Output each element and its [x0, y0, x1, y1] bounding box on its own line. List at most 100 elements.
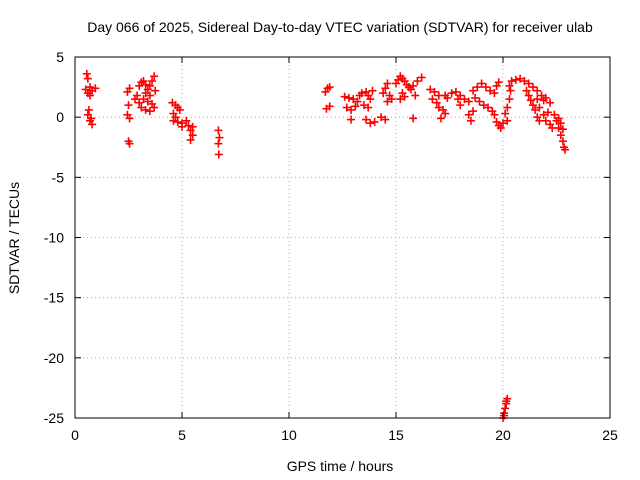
- data-point: [443, 93, 452, 102]
- data-point: [434, 103, 443, 112]
- data-point: [184, 121, 193, 130]
- data-point: [139, 95, 148, 104]
- tick-labels: 0 5 10 15 20 25 5 0 -5 -10 -15 -20 -25: [44, 49, 618, 443]
- data-point: [503, 116, 512, 125]
- data-point: [364, 103, 373, 112]
- data-point: [178, 122, 186, 131]
- data-point: [383, 79, 392, 88]
- data-point: [133, 91, 142, 100]
- data-point: [368, 86, 377, 95]
- data-point: [85, 91, 94, 100]
- data-point: [441, 109, 450, 118]
- data-point: [528, 101, 537, 110]
- data-point: [499, 119, 507, 128]
- chart-title: Day 066 of 2025, Sidereal Day-to-day VTE…: [87, 19, 593, 35]
- data-point: [526, 96, 535, 105]
- y-tick-label: -15: [44, 290, 64, 306]
- data-point: [87, 114, 96, 123]
- data-point: [214, 126, 223, 135]
- data-point: [182, 116, 191, 125]
- data-point: [533, 95, 542, 104]
- data-point: [151, 86, 160, 95]
- data-point: [145, 107, 154, 116]
- data-point: [535, 103, 544, 112]
- data-point: [541, 116, 550, 125]
- data-point: [148, 77, 157, 86]
- data-point: [344, 93, 353, 102]
- data-point: [464, 110, 473, 119]
- data-point: [169, 116, 178, 125]
- data-point: [494, 78, 503, 87]
- data-point: [396, 95, 405, 104]
- data-point: [451, 87, 460, 96]
- x-tick-label: 25: [602, 427, 618, 443]
- data-point: [520, 77, 529, 86]
- data-point: [484, 103, 493, 112]
- x-tick-label: 10: [281, 427, 297, 443]
- x-tick-label: 15: [388, 427, 404, 443]
- data-point: [141, 89, 150, 98]
- data-point: [409, 114, 418, 123]
- data-point: [186, 136, 195, 145]
- data-point: [533, 86, 542, 95]
- data-point: [539, 96, 548, 105]
- data-point: [377, 113, 386, 122]
- data-point: [411, 91, 420, 100]
- y-tick-label: -5: [52, 169, 65, 185]
- data-point: [125, 114, 134, 123]
- data-point: [475, 97, 484, 106]
- data-point: [503, 103, 512, 112]
- data-point: [409, 81, 418, 90]
- data-point: [85, 83, 94, 92]
- data-point: [82, 69, 91, 78]
- data-point: [554, 114, 563, 123]
- y-tick-label: 5: [56, 49, 64, 65]
- data-point: [556, 131, 565, 140]
- data-point: [524, 91, 533, 100]
- data-point: [479, 101, 488, 110]
- data-point: [214, 150, 223, 159]
- data-point: [454, 95, 463, 104]
- data-point: [145, 91, 154, 100]
- data-point: [531, 105, 540, 114]
- y-tick-label: -10: [44, 230, 64, 246]
- data-point: [456, 101, 465, 110]
- data-point: [511, 75, 520, 84]
- data-point: [471, 93, 480, 102]
- data-points: [81, 69, 570, 422]
- data-point: [505, 81, 514, 90]
- data-point: [381, 115, 390, 124]
- data-point: [370, 117, 379, 126]
- data-point: [173, 117, 182, 126]
- axis-ticks: [74, 56, 611, 419]
- data-point: [340, 92, 349, 101]
- data-point: [477, 79, 486, 88]
- data-point: [522, 86, 531, 95]
- data-point: [432, 98, 441, 107]
- data-point: [490, 110, 499, 119]
- data-point: [558, 125, 567, 134]
- data-point: [353, 97, 362, 106]
- data-point: [428, 95, 437, 104]
- y-axis-title: SDTVAR / TECUs: [6, 182, 22, 294]
- data-point: [486, 86, 495, 95]
- data-point: [125, 84, 134, 93]
- data-point: [501, 109, 510, 118]
- data-point: [554, 123, 563, 132]
- data-point: [528, 83, 537, 92]
- data-point: [469, 86, 478, 95]
- data-point: [91, 84, 100, 93]
- x-tick-label: 0: [71, 427, 79, 443]
- data-point: [84, 105, 93, 114]
- data-point: [506, 86, 515, 95]
- data-point: [507, 77, 516, 86]
- data-point: [417, 73, 426, 82]
- data-point: [413, 77, 422, 86]
- data-point: [141, 80, 150, 89]
- data-point: [215, 133, 224, 142]
- data-point: [325, 102, 334, 111]
- data-point: [537, 91, 546, 100]
- data-point: [362, 115, 371, 124]
- grid: [75, 57, 610, 418]
